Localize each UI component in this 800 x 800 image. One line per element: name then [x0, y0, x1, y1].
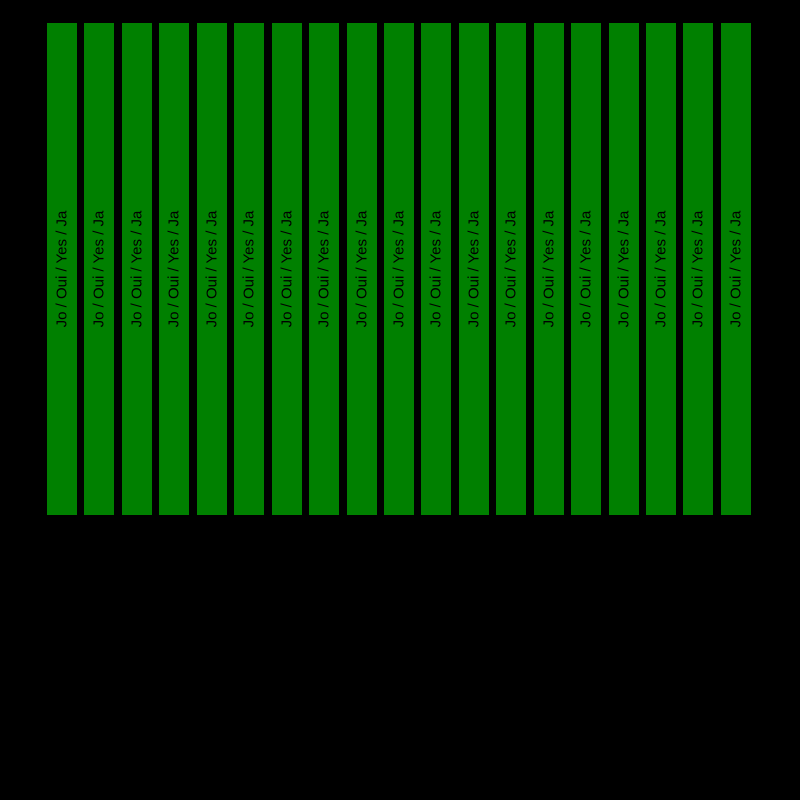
bar: Jo / Oui / Yes / Ja: [683, 23, 714, 515]
bar-label: Jo / Oui / Yes / Ja: [615, 210, 633, 328]
bar: Jo / Oui / Yes / Ja: [84, 23, 115, 515]
bar: Jo / Oui / Yes / Ja: [47, 23, 77, 515]
bar-label: Jo / Oui / Yes / Ja: [465, 210, 483, 328]
bar-label: Jo / Oui / Yes / Ja: [652, 210, 670, 328]
bar: Jo / Oui / Yes / Ja: [533, 23, 564, 515]
bar-label: Jo / Oui / Yes / Ja: [502, 210, 520, 328]
bar: Jo / Oui / Yes / Ja: [571, 23, 602, 515]
bar-label: Jo / Oui / Yes / Ja: [390, 210, 408, 328]
bar: Jo / Oui / Yes / Ja: [720, 23, 751, 515]
bar-label: Jo / Oui / Yes / Ja: [727, 210, 745, 328]
bar: Jo / Oui / Yes / Ja: [608, 23, 639, 515]
bar-label: Jo / Oui / Yes / Ja: [203, 210, 221, 328]
bar: Jo / Oui / Yes / Ja: [346, 23, 377, 515]
bar: Jo / Oui / Yes / Ja: [646, 23, 676, 515]
bar: Jo / Oui / Yes / Ja: [234, 23, 265, 515]
bar-label: Jo / Oui / Yes / Ja: [90, 210, 108, 328]
bar-label: Jo / Oui / Yes / Ja: [53, 210, 71, 328]
bar-label: Jo / Oui / Yes / Ja: [128, 210, 146, 328]
bar-label: Jo / Oui / Yes / Ja: [689, 210, 707, 328]
bar-label: Jo / Oui / Yes / Ja: [353, 210, 370, 328]
bar: Jo / Oui / Yes / Ja: [121, 23, 152, 515]
bar-label: Jo / Oui / Yes / Ja: [278, 210, 296, 328]
plot-area: Jo / Oui / Yes / Ja Jo / Oui / Yes / Ja Jo…: [47, 23, 751, 515]
bar-label: Jo / Oui / Yes / Ja: [540, 210, 558, 328]
bar-label: Jo / Oui / Yes / Ja: [427, 210, 445, 328]
bar: Jo / Oui / Yes / Ja: [196, 23, 227, 515]
bar: Jo / Oui / Yes / Ja: [159, 23, 190, 515]
bar: Jo / Oui / Yes / Ja: [458, 23, 489, 515]
bar-label: Jo / Oui / Yes / Ja: [315, 210, 333, 328]
bar-label: Jo / Oui / Yes / Ja: [240, 210, 258, 328]
bar-label: Jo / Oui / Yes / Ja: [165, 210, 183, 328]
bar: Jo / Oui / Yes / Ja: [309, 23, 340, 515]
bar: Jo / Oui / Yes / Ja: [271, 23, 302, 515]
bar: Jo / Oui / Yes / Ja: [421, 23, 452, 515]
bar: Jo / Oui / Yes / Ja: [383, 23, 414, 515]
bar: Jo / Oui / Yes / Ja: [496, 23, 527, 515]
bar-label: Jo / Oui / Yes / Ja: [577, 210, 595, 328]
